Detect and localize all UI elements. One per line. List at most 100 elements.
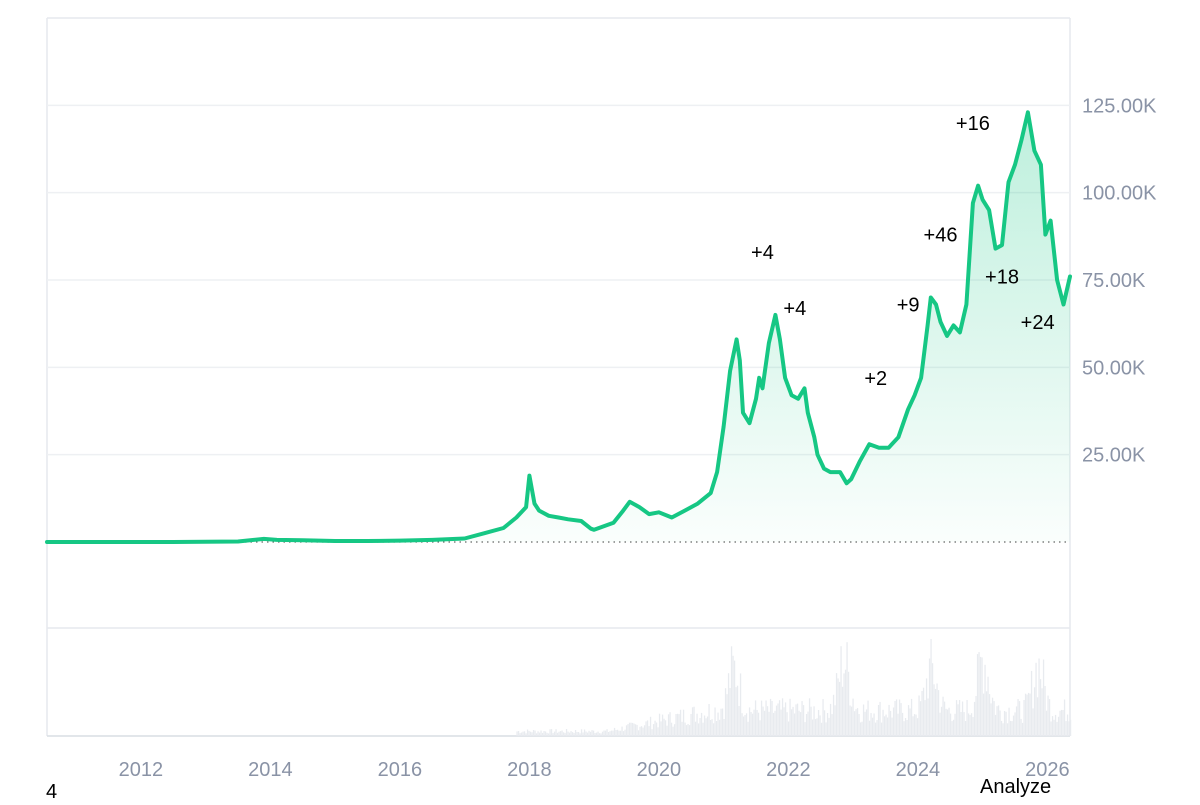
volume-bar: [1036, 697, 1039, 736]
x-tick-label: 2016: [378, 759, 423, 781]
volume-bar: [757, 712, 760, 736]
volume-bar: [913, 714, 916, 736]
volume-bar: [783, 707, 785, 736]
volume-bar: [990, 703, 992, 736]
volume-bar: [951, 721, 953, 736]
volume-bar: [1000, 720, 1003, 736]
volume-bar: [813, 706, 815, 736]
volume-bar: [765, 700, 767, 736]
volume-bar: [849, 705, 851, 736]
volume-bar: [715, 721, 718, 736]
volume-bar: [717, 712, 719, 736]
volume-bar: [918, 695, 920, 736]
volume-bar: [574, 730, 577, 736]
volume-bar: [721, 708, 724, 736]
volume-bar: [856, 708, 859, 736]
volume-bar: [828, 717, 830, 736]
volume-bar: [928, 658, 931, 736]
volume-bar: [910, 698, 913, 736]
volume-bar: [868, 720, 871, 736]
volume-bar: [516, 731, 518, 736]
volume-bar: [724, 688, 727, 736]
volume-bar: [912, 716, 914, 736]
volume-bar: [769, 698, 772, 736]
volume-bar: [702, 722, 704, 736]
volume-bar: [597, 731, 599, 736]
volume-bar: [852, 698, 854, 736]
volume-bar: [864, 711, 866, 736]
volume-bar: [784, 702, 787, 736]
volume-bar: [867, 700, 869, 736]
volume-bar: [946, 709, 949, 736]
analyze-button[interactable]: Analyze: [980, 775, 1070, 799]
volume-bar: [858, 714, 860, 736]
volume-bar: [970, 713, 973, 736]
volume-bar: [648, 726, 650, 736]
volume-bar: [805, 714, 808, 736]
volume-bar: [630, 722, 632, 736]
volume-bar: [891, 717, 893, 736]
annotation-label: +18: [985, 267, 1019, 289]
volume-bar: [522, 731, 524, 736]
annotation-label: +46: [924, 225, 958, 247]
volume-bar: [570, 731, 572, 736]
volume-bar: [823, 710, 826, 736]
volume-bar: [546, 732, 548, 736]
volume-bar: [1035, 662, 1037, 736]
grid-lines: [46, 17, 1071, 737]
volume-bar: [1009, 720, 1012, 736]
volume-bar: [585, 731, 587, 736]
volume-bar: [756, 710, 758, 736]
volume-bar: [844, 669, 847, 736]
volume-bars: [516, 639, 1072, 736]
volume-bar: [936, 683, 938, 736]
volume-bar: [865, 709, 868, 736]
volume-bar: [636, 724, 638, 736]
volume-bar: [921, 691, 923, 736]
volume-bar: [750, 712, 752, 736]
volume-bar: [615, 730, 617, 736]
volume-bar: [625, 725, 628, 736]
volume-bar: [802, 705, 805, 736]
volume-bar: [774, 710, 776, 736]
volume-bar: [1033, 687, 1036, 736]
volume-bar: [642, 727, 644, 736]
volume-bar: [840, 646, 842, 736]
volume-bar: [654, 720, 656, 736]
volume-bar: [822, 699, 824, 736]
corner-label: 4: [46, 781, 58, 803]
volume-bar: [1062, 710, 1064, 736]
volume-bar: [798, 710, 800, 736]
volume-bar: [873, 713, 875, 736]
volume-bar: [895, 699, 898, 736]
volume-bar: [850, 706, 853, 736]
y-tick-label: 25.00K: [1082, 445, 1146, 467]
volume-bar: [534, 730, 536, 736]
volume-bar: [538, 732, 541, 736]
volume-bar: [568, 732, 571, 736]
price-area-fill: [47, 112, 1070, 543]
volume-bar: [825, 722, 827, 736]
volume-bar: [667, 714, 670, 736]
volume-bar: [820, 722, 823, 736]
volume-bar: [906, 720, 908, 736]
volume-bar: [732, 655, 734, 736]
volume-bar: [907, 705, 910, 736]
volume-bar: [616, 729, 619, 736]
volume-bar: [741, 713, 743, 736]
volume-bar: [1027, 692, 1030, 736]
volume-bar: [837, 678, 839, 736]
volume-bar: [819, 715, 821, 736]
volume-bar: [1038, 658, 1040, 736]
volume-bar: [672, 726, 674, 736]
volume-bar: [649, 716, 652, 736]
volume-bar: [1050, 721, 1052, 736]
volume-bar: [876, 720, 878, 736]
volume-bar: [993, 701, 995, 736]
volume-bar: [552, 733, 554, 736]
volume-bar: [595, 732, 598, 736]
volume-bar: [736, 685, 739, 736]
volume-bar: [601, 731, 604, 736]
volume-bar: [759, 720, 761, 736]
volume-bar: [634, 724, 637, 736]
